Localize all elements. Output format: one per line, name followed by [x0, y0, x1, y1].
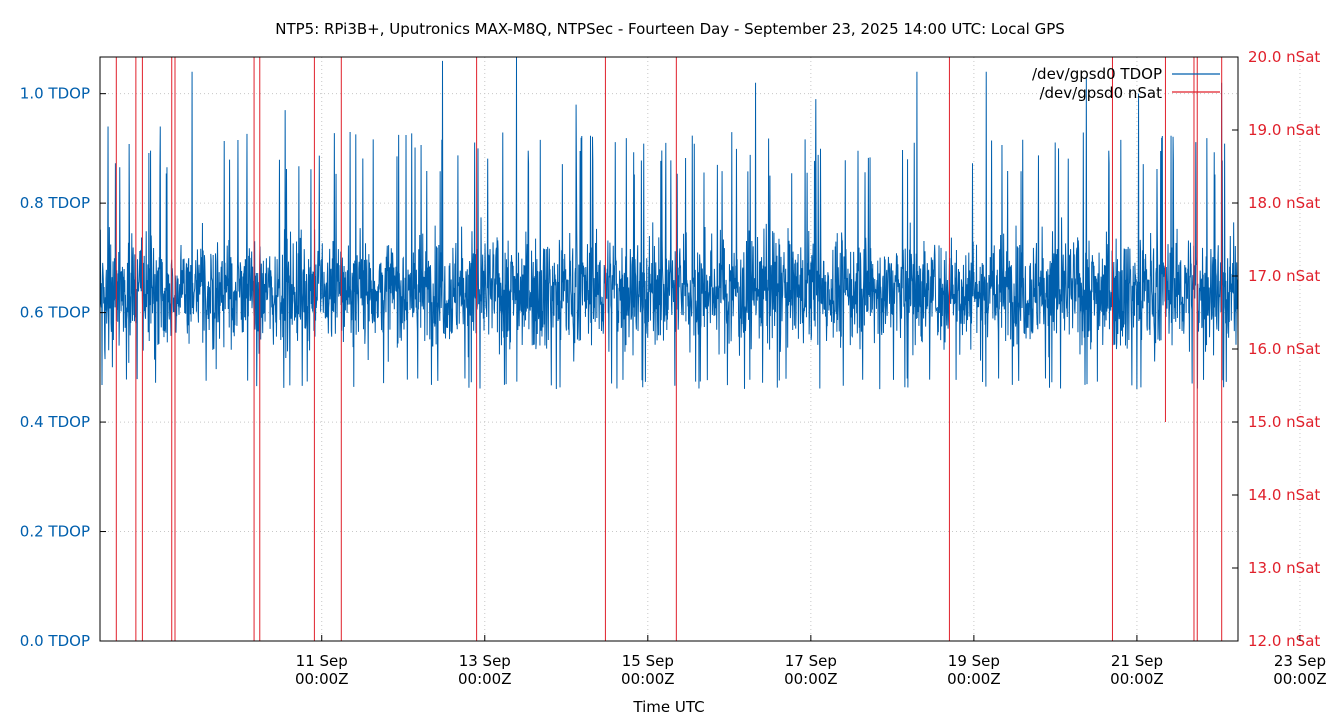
left-tick-label: 0.0 TDOP — [20, 632, 90, 650]
x-tick-label-day: 23 Sep — [1274, 652, 1326, 670]
x-tick-label-day: 17 Sep — [785, 652, 837, 670]
right-tick-label: 18.0 nSat — [1248, 194, 1320, 212]
grid-layer — [100, 57, 1301, 641]
left-axis: 0.0 TDOP 0.2 TDOP 0.4 TDOP 0.6 TDOP 0.8 TDOP… — [20, 85, 106, 650]
x-tick-label-time: 00:00Z — [947, 670, 1001, 688]
left-tick-label: 0.4 TDOP — [20, 413, 90, 431]
x-tick-label-day: 19 Sep — [948, 652, 1000, 670]
right-tick-label: 14.0 nSat — [1248, 486, 1320, 504]
x-tick-label-time: 00:00Z — [621, 670, 675, 688]
right-tick-label: 19.0 nSat — [1248, 121, 1320, 139]
x-tick-label-time: 00:00Z — [295, 670, 349, 688]
right-axis: 12.0 nSat 13.0 nSat 14.0 nSat 15.0 nSat 16.0… — [1232, 48, 1320, 650]
right-tick-label: 16.0 nSat — [1248, 340, 1320, 358]
x-tick-label-time: 00:00Z — [784, 670, 838, 688]
legend-label-tdop: /dev/gpsd0 TDOP — [1032, 65, 1162, 83]
x-tick-label-time: 00:00Z — [1110, 670, 1164, 688]
left-tick-label: 0.2 TDOP — [20, 523, 90, 541]
x-tick-label-time: 00:00Z — [1273, 670, 1327, 688]
right-tick-label: 12.0 nSat — [1248, 632, 1320, 650]
left-tick-label: 1.0 TDOP — [20, 85, 90, 103]
nsat-series — [115, 57, 1223, 641]
tdop-series — [99, 56, 1239, 390]
legend: /dev/gpsd0 TDOP /dev/gpsd0 nSat — [1032, 65, 1220, 102]
x-tick-label-day: 13 Sep — [459, 652, 511, 670]
x-tick-label-day: 21 Sep — [1111, 652, 1163, 670]
left-tick-label: 0.6 TDOP — [20, 304, 90, 322]
x-tick-label-day: 11 Sep — [296, 652, 348, 670]
left-tick-label: 0.8 TDOP — [20, 194, 90, 212]
x-axis-label: Time UTC — [632, 698, 704, 716]
x-tick-label-time: 00:00Z — [458, 670, 512, 688]
right-tick-label: 15.0 nSat — [1248, 413, 1320, 431]
right-tick-label: 17.0 nSat — [1248, 267, 1320, 285]
tdop-line — [99, 56, 1239, 390]
x-tick-label-day: 15 Sep — [622, 652, 674, 670]
legend-label-nsat: /dev/gpsd0 nSat — [1039, 84, 1162, 102]
right-tick-label: 20.0 nSat — [1248, 48, 1320, 66]
right-tick-label: 13.0 nSat — [1248, 559, 1320, 577]
chart-title: NTP5: RPi3B+, Uputronics MAX-M8Q, NTPSec… — [275, 20, 1065, 38]
